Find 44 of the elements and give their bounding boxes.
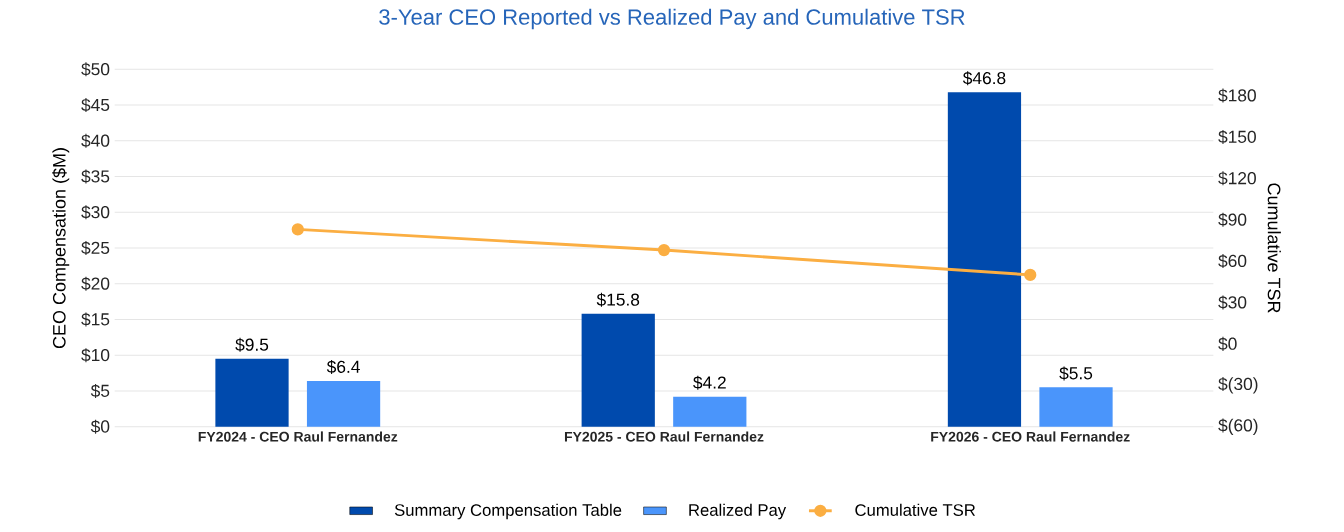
y-tick-label: $50 bbox=[81, 62, 110, 77]
y2-tick-label: $120 bbox=[1218, 171, 1256, 186]
data-label: $6.4 bbox=[326, 359, 360, 374]
y-tick-label: $25 bbox=[81, 240, 110, 256]
y-tick-label: $5 bbox=[90, 383, 110, 398]
legend-label: Realized Pay bbox=[689, 503, 787, 520]
x-tick-label: FY2025 - CEO Raul Fernandez bbox=[564, 431, 764, 442]
point bbox=[291, 223, 304, 236]
y2-tick-label: $90 bbox=[1218, 212, 1247, 227]
y2-tick-label: $60 bbox=[1218, 254, 1247, 269]
chart-title: 3-Year CEO Reported vs Realized Pay and Cumulative TSR bbox=[379, 8, 965, 30]
y2-tick-label: $30 bbox=[1218, 295, 1247, 310]
data-label: $15.8 bbox=[596, 292, 640, 307]
y2-tick-label: $(60) bbox=[1218, 418, 1258, 435]
y-tick-label: $40 bbox=[81, 133, 110, 148]
y-tick-label: $0 bbox=[90, 419, 110, 434]
bar bbox=[306, 380, 381, 427]
x-tick-label: FY2026 - CEO Raul Fernandez bbox=[931, 431, 1130, 442]
bar bbox=[673, 396, 747, 427]
point bbox=[657, 243, 671, 257]
y-tick-label: $35 bbox=[81, 169, 110, 184]
y-tick-label: $15 bbox=[81, 312, 110, 327]
bar bbox=[1039, 387, 1113, 427]
y2-tick-label: $180 bbox=[1218, 88, 1256, 103]
data-label: $5.5 bbox=[1059, 366, 1093, 381]
y-tick-label: $45 bbox=[81, 98, 110, 113]
y-tick-label: $20 bbox=[81, 276, 110, 291]
legend-label: Cumulative TSR bbox=[855, 503, 976, 516]
y2-tick-label: $0 bbox=[1218, 336, 1237, 351]
legend-label: Summary Compensation Table bbox=[394, 503, 622, 520]
y2-axis-title: Cumulative TSR bbox=[1267, 183, 1281, 313]
y2-tick-label: $150 bbox=[1218, 129, 1256, 144]
y2-tick-label: $(30) bbox=[1218, 377, 1258, 394]
data-label: $4.2 bbox=[693, 375, 726, 390]
y-tick-label: $30 bbox=[81, 205, 110, 220]
y-axis-title: CEO Compensation ($M) bbox=[52, 148, 70, 349]
bar bbox=[215, 358, 289, 427]
bar bbox=[581, 313, 655, 427]
y-tick-label: $10 bbox=[81, 348, 110, 363]
data-label: $9.5 bbox=[235, 337, 269, 352]
x-tick-label: FY2024 - CEO Raul Fernandez bbox=[198, 431, 398, 442]
bar bbox=[947, 92, 1022, 427]
point bbox=[1024, 268, 1037, 282]
data-label: $46.8 bbox=[962, 71, 1006, 86]
